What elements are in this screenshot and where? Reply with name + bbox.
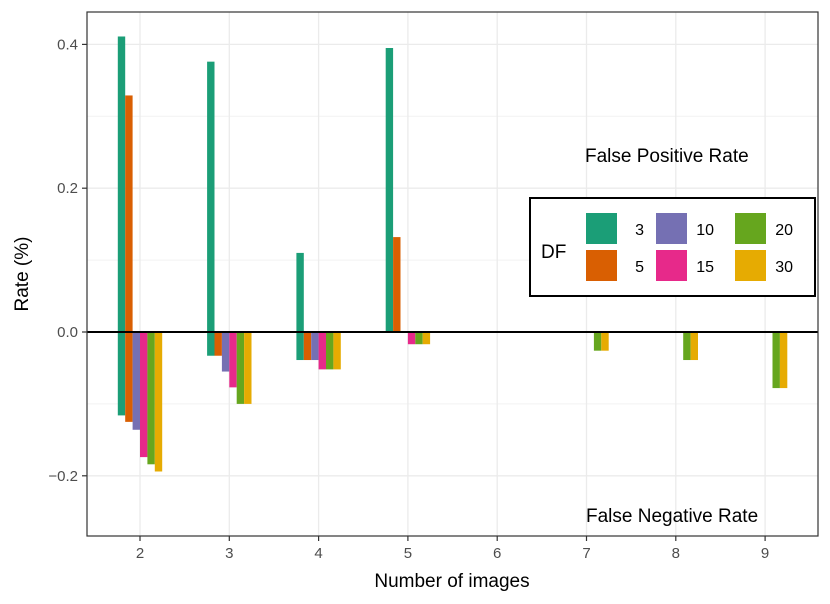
y-tick-label: 0.4 [57, 36, 78, 53]
legend-label: 10 [696, 222, 714, 239]
false-negative-bar [415, 332, 423, 345]
y-tick-label: −0.2 [48, 468, 78, 485]
legend-items: 3 5 10 15 20 30 [586, 213, 793, 281]
false-negative-bar [221, 332, 230, 372]
false-negative-bar [422, 332, 431, 345]
false-negative-bar [326, 332, 334, 370]
legend-label: 15 [696, 259, 714, 276]
y-axis: 0.4 0.2 0.0 −0.2 [48, 36, 87, 485]
legend-label: 5 [635, 259, 644, 276]
y-tick-label: 0.2 [57, 180, 78, 197]
false-negative-bar [772, 332, 780, 389]
false-negative-bar [593, 332, 602, 351]
y-tick-label: 0.0 [57, 324, 78, 341]
false-negative-bar [244, 332, 252, 404]
false-negative-bar [407, 332, 416, 345]
false-positive-bar [393, 237, 401, 332]
legend-title: DF [541, 242, 566, 263]
legend-label: 3 [635, 222, 644, 239]
x-tick-label: 6 [493, 545, 501, 562]
legend-key [735, 213, 766, 244]
legend-key [586, 213, 617, 244]
x-tick-label: 3 [225, 545, 233, 562]
x-tick-label: 9 [761, 545, 769, 562]
false-positive-bar [385, 48, 394, 332]
x-tick-label: 2 [136, 545, 144, 562]
x-tick-label: 8 [672, 545, 680, 562]
false-positive-bar [117, 36, 126, 333]
false-negative-bar [207, 332, 215, 356]
legend: DF 3 5 10 15 20 30 [529, 197, 816, 297]
x-axis-title: Number of images [374, 571, 529, 592]
false-negative-bar [311, 332, 319, 361]
annotation-false-positive: False Positive Rate [585, 146, 749, 167]
x-tick-label: 4 [314, 545, 322, 562]
x-axis: 2 3 4 5 6 7 8 9 [136, 536, 769, 562]
annotation-false-negative: False Negative Rate [586, 506, 758, 527]
false-negative-bar [333, 332, 341, 370]
legend-key [656, 250, 687, 281]
x-tick-label: 5 [404, 545, 412, 562]
legend-label: 20 [775, 222, 793, 239]
false-negative-bar [690, 332, 698, 361]
false-negative-bar [154, 332, 163, 472]
false-negative-bar [683, 332, 691, 361]
false-negative-bar [296, 332, 304, 361]
false-negative-bar [117, 332, 126, 416]
legend-box [529, 197, 816, 297]
false-negative-bar [236, 332, 245, 404]
false-negative-bar [229, 332, 237, 388]
legend-key [656, 213, 687, 244]
false-positive-bar [125, 95, 133, 332]
false-negative-bar [601, 332, 609, 351]
panel-border [86, 11, 819, 537]
false-negative-bar [214, 332, 222, 356]
false-negative-bar [147, 332, 155, 465]
false-positive-bar [296, 252, 304, 332]
false-negative-bar [140, 332, 148, 458]
legend-key [586, 250, 617, 281]
false-negative-bar [132, 332, 140, 430]
bars [117, 36, 788, 472]
y-axis-title: Rate (%) [12, 237, 33, 312]
false-positive-bar [207, 61, 215, 332]
legend-label: 30 [775, 259, 793, 276]
x-tick-label: 7 [582, 545, 590, 562]
false-negative-bar [125, 332, 133, 422]
false-negative-bar [303, 332, 312, 361]
false-negative-bar [318, 332, 326, 370]
false-negative-bar [779, 332, 788, 389]
legend-key [735, 250, 766, 281]
